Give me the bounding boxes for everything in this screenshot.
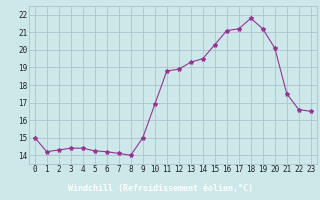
- Text: Windchill (Refroidissement éolien,°C): Windchill (Refroidissement éolien,°C): [68, 184, 252, 193]
